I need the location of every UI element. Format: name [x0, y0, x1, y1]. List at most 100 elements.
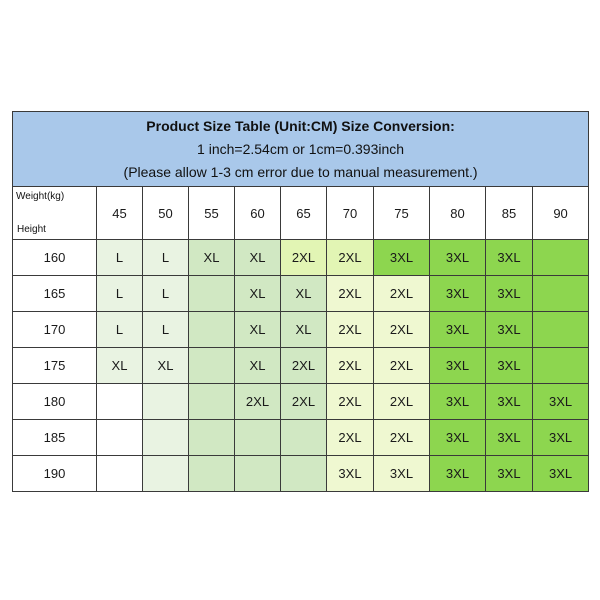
size-cell — [188, 347, 235, 384]
size-cell: L — [96, 311, 143, 348]
size-cell: L — [142, 239, 189, 276]
size-cell: 2XL — [373, 383, 430, 420]
size-cell: L — [96, 275, 143, 312]
table-row: 165 L L XL XL 2XL 2XL 3XL 3XL — [12, 275, 590, 312]
size-cell: L — [96, 239, 143, 276]
size-cell — [234, 455, 281, 492]
size-cell: 2XL — [373, 347, 430, 384]
size-cell: XL — [280, 311, 327, 348]
size-cell — [188, 383, 235, 420]
weight-header-cell: 90 — [531, 186, 590, 240]
size-cell — [531, 275, 590, 312]
height-label-cell: 190 — [12, 455, 97, 492]
size-cell: 2XL — [326, 311, 374, 348]
size-cell: 3XL — [429, 239, 486, 276]
conversion-note: 1 inch=2.54cm or 1cm=0.393inch — [197, 140, 405, 157]
size-cell: 3XL — [485, 419, 533, 456]
size-cell: 2XL — [326, 347, 374, 384]
height-label-cell: 170 — [12, 311, 97, 348]
size-cell — [234, 419, 281, 456]
size-cell — [531, 239, 590, 276]
size-cell: XL — [280, 275, 327, 312]
height-label-cell: 165 — [12, 275, 97, 312]
size-cell: 2XL — [326, 419, 374, 456]
size-cell: XL — [234, 275, 281, 312]
size-cell: 3XL — [485, 311, 533, 348]
size-cell: 3XL — [531, 455, 590, 492]
size-cell: XL — [234, 311, 281, 348]
table-row: 160 L L XL XL 2XL 2XL 3XL 3XL 3XL — [12, 239, 590, 276]
table-row: 185 2XL 2XL 3XL 3XL 3XL — [12, 419, 590, 456]
size-cell: 2XL — [373, 275, 430, 312]
size-cell: 3XL — [429, 383, 486, 420]
size-cell: 2XL — [373, 419, 430, 456]
size-cell — [142, 455, 189, 492]
table-row: 175 XL XL XL 2XL 2XL 2XL 3XL 3XL — [12, 347, 590, 384]
height-label-cell: 185 — [12, 419, 97, 456]
size-cell: 2XL — [234, 383, 281, 420]
size-cell: 3XL — [429, 275, 486, 312]
size-cell: XL — [234, 239, 281, 276]
size-table: Product Size Table (Unit:CM) Size Conver… — [11, 111, 590, 492]
title-row: Product Size Table (Unit:CM) Size Conver… — [11, 111, 590, 187]
size-cell: 2XL — [280, 383, 327, 420]
size-cell — [96, 383, 143, 420]
weight-header-cell: 50 — [142, 186, 189, 240]
height-label-cell: 180 — [12, 383, 97, 420]
size-cell: XL — [188, 239, 235, 276]
size-cell: 3XL — [429, 347, 486, 384]
size-cell: XL — [142, 347, 189, 384]
size-cell: 3XL — [531, 383, 590, 420]
size-cell — [280, 419, 327, 456]
size-cell: 2XL — [280, 347, 327, 384]
table-row: 170 L L XL XL 2XL 2XL 3XL 3XL — [12, 311, 590, 348]
size-cell: 2XL — [326, 275, 374, 312]
size-cell — [188, 275, 235, 312]
size-cell: 3XL — [485, 347, 533, 384]
size-cell: 3XL — [373, 239, 430, 276]
height-axis-label: Height — [17, 224, 46, 235]
weight-header-cell: 65 — [280, 186, 327, 240]
size-cell: XL — [234, 347, 281, 384]
size-cell — [280, 455, 327, 492]
error-note: (Please allow 1-3 cm error due to manual… — [123, 163, 478, 180]
weight-header-cell: 55 — [188, 186, 235, 240]
size-cell: 3XL — [531, 419, 590, 456]
size-cell — [188, 455, 235, 492]
weight-header-cell: 80 — [429, 186, 486, 240]
size-cell: 3XL — [485, 383, 533, 420]
table-row: 190 3XL 3XL 3XL 3XL 3XL — [12, 455, 590, 492]
size-cell: 3XL — [429, 455, 486, 492]
size-cell — [96, 419, 143, 456]
size-cell — [188, 311, 235, 348]
size-cell — [531, 347, 590, 384]
size-cell: L — [142, 311, 189, 348]
size-cell: 3XL — [373, 455, 430, 492]
size-cell: 3XL — [485, 455, 533, 492]
weight-header-row: Weight(kg) Height 45 50 55 60 65 70 75 80 85 90 — [12, 186, 590, 240]
weight-axis-label: Weight(kg) — [16, 191, 65, 202]
weight-header-cell: 45 — [96, 186, 143, 240]
size-cell — [142, 419, 189, 456]
size-cell: 3XL — [429, 311, 486, 348]
weight-header-cell: 85 — [485, 186, 533, 240]
height-label-cell: 175 — [12, 347, 97, 384]
size-cell — [142, 383, 189, 420]
size-cell: 2XL — [373, 311, 430, 348]
title-heading: Product Size Table (Unit:CM) Size Conver… — [146, 117, 455, 134]
weight-header-cell: 60 — [234, 186, 281, 240]
title-cell: Product Size Table (Unit:CM) Size Conver… — [11, 111, 590, 187]
size-cell — [188, 419, 235, 456]
table-row: 180 2XL 2XL 2XL 2XL 3XL 3XL 3XL — [12, 383, 590, 420]
height-label-cell: 160 — [12, 239, 97, 276]
size-cell: 2XL — [326, 239, 374, 276]
size-cell: 3XL — [485, 275, 533, 312]
size-cell — [531, 311, 590, 348]
size-cell: XL — [96, 347, 143, 384]
size-cell — [96, 455, 143, 492]
corner-cell: Weight(kg) Height — [12, 186, 97, 240]
weight-header-cell: 70 — [326, 186, 374, 240]
size-cell: 3XL — [429, 419, 486, 456]
size-cell: 3XL — [485, 239, 533, 276]
size-cell: 2XL — [326, 383, 374, 420]
